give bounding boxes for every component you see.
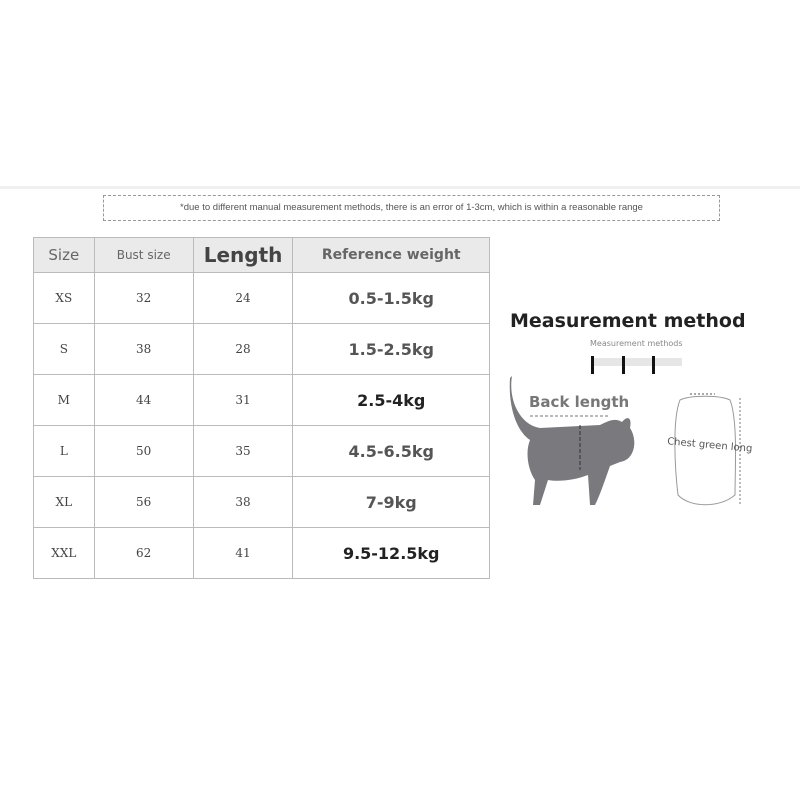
table-row: XL 56 38 7-9kg — [33, 476, 490, 528]
cell-weight: 0.5-1.5kg — [292, 272, 490, 324]
cell-bust: 32 — [93, 272, 194, 324]
cell-weight: 4.5-6.5kg — [292, 425, 490, 477]
header-bust: Bust size — [93, 237, 194, 273]
table-row: XXL 62 41 9.5-12.5kg — [33, 527, 490, 579]
table-row: S 38 28 1.5-2.5kg — [33, 323, 490, 375]
cell-length: 38 — [192, 476, 294, 528]
header-size: Size — [33, 237, 95, 273]
cell-weight: 1.5-2.5kg — [292, 323, 490, 375]
cat-silhouette-icon — [509, 376, 635, 505]
cell-length: 31 — [192, 374, 294, 426]
size-chart-table: Size Bust size Length Reference weight X… — [33, 237, 490, 579]
cell-bust: 62 — [93, 527, 194, 579]
cell-size: XL — [33, 476, 95, 528]
cell-bust: 44 — [93, 374, 194, 426]
table-header: Size Bust size Length Reference weight — [33, 237, 490, 273]
header-weight: Reference weight — [292, 237, 490, 273]
cell-bust: 56 — [93, 476, 194, 528]
back-length-label: Back length — [529, 393, 630, 411]
cell-bust: 50 — [93, 425, 194, 477]
measurement-subtitle: Measurement methods — [590, 339, 683, 348]
measurement-note: *due to different manual measurement met… — [103, 195, 720, 221]
table-row: L 50 35 4.5-6.5kg — [33, 425, 490, 477]
header-length: Length — [192, 237, 294, 273]
shirt-outline-icon — [674, 393, 741, 506]
cell-size: M — [33, 374, 95, 426]
cell-weight: 2.5-4kg — [292, 374, 490, 426]
cell-length: 35 — [192, 425, 294, 477]
table-row: XS 32 24 0.5-1.5kg — [33, 272, 490, 324]
table-row: M 44 31 2.5-4kg — [33, 374, 490, 426]
cell-size: XXL — [33, 527, 95, 579]
ruler-icon — [591, 356, 682, 374]
measurement-title: Measurement method — [510, 310, 746, 332]
cell-bust: 38 — [93, 323, 194, 375]
cell-weight: 9.5-12.5kg — [292, 527, 490, 579]
divider — [0, 186, 800, 189]
cell-size: XS — [33, 272, 95, 324]
